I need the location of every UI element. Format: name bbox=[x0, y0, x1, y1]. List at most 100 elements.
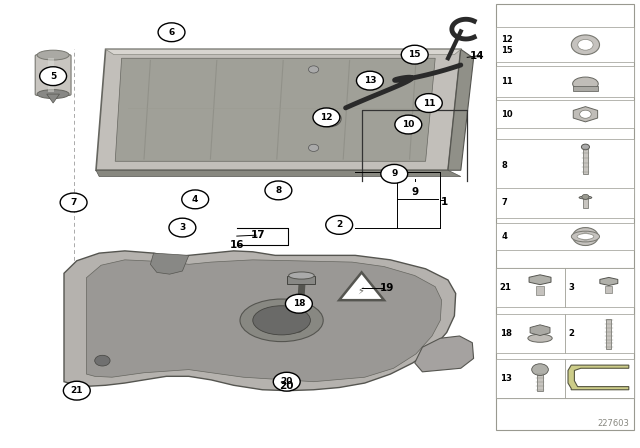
FancyBboxPatch shape bbox=[48, 58, 54, 92]
FancyBboxPatch shape bbox=[536, 286, 544, 295]
FancyBboxPatch shape bbox=[496, 268, 634, 398]
Circle shape bbox=[572, 35, 600, 55]
Text: 11: 11 bbox=[501, 77, 513, 86]
Circle shape bbox=[273, 372, 300, 391]
Circle shape bbox=[328, 217, 351, 233]
Circle shape bbox=[415, 94, 442, 112]
Text: 9: 9 bbox=[391, 169, 397, 178]
Text: 8: 8 bbox=[275, 186, 282, 195]
Text: 7: 7 bbox=[501, 198, 507, 207]
Text: 227603: 227603 bbox=[597, 419, 629, 428]
Text: 4: 4 bbox=[501, 232, 507, 241]
FancyBboxPatch shape bbox=[496, 27, 634, 62]
Circle shape bbox=[581, 144, 589, 150]
FancyBboxPatch shape bbox=[565, 314, 634, 353]
FancyBboxPatch shape bbox=[606, 319, 611, 349]
FancyBboxPatch shape bbox=[496, 100, 634, 128]
FancyBboxPatch shape bbox=[583, 198, 588, 208]
Text: 3: 3 bbox=[569, 283, 575, 292]
Polygon shape bbox=[415, 336, 474, 372]
Text: 10: 10 bbox=[402, 120, 415, 129]
FancyBboxPatch shape bbox=[496, 223, 634, 250]
Text: 13: 13 bbox=[500, 374, 512, 383]
Circle shape bbox=[285, 294, 312, 313]
Text: 9: 9 bbox=[411, 187, 419, 197]
Text: 1: 1 bbox=[441, 198, 449, 207]
Ellipse shape bbox=[240, 299, 323, 342]
Circle shape bbox=[318, 111, 341, 127]
Text: 3: 3 bbox=[179, 223, 186, 232]
Text: 6: 6 bbox=[168, 28, 175, 37]
Circle shape bbox=[324, 115, 335, 123]
Polygon shape bbox=[150, 253, 189, 274]
Ellipse shape bbox=[253, 306, 310, 335]
Circle shape bbox=[95, 355, 110, 366]
Text: 20: 20 bbox=[280, 377, 293, 386]
Ellipse shape bbox=[572, 231, 600, 242]
Polygon shape bbox=[106, 49, 461, 55]
Ellipse shape bbox=[528, 334, 552, 342]
Circle shape bbox=[182, 190, 209, 209]
Text: 15: 15 bbox=[408, 50, 421, 59]
Circle shape bbox=[63, 381, 90, 400]
Circle shape bbox=[580, 110, 591, 118]
Text: 8: 8 bbox=[501, 161, 507, 170]
Text: 12: 12 bbox=[320, 113, 333, 122]
FancyBboxPatch shape bbox=[496, 268, 565, 307]
Polygon shape bbox=[568, 365, 629, 390]
Circle shape bbox=[158, 23, 185, 42]
Circle shape bbox=[308, 144, 319, 151]
Circle shape bbox=[265, 181, 292, 200]
FancyBboxPatch shape bbox=[496, 314, 565, 353]
Circle shape bbox=[326, 215, 353, 234]
Text: 13: 13 bbox=[364, 76, 376, 85]
Circle shape bbox=[308, 66, 319, 73]
Circle shape bbox=[60, 193, 87, 212]
Polygon shape bbox=[64, 251, 456, 391]
FancyBboxPatch shape bbox=[583, 147, 588, 174]
FancyBboxPatch shape bbox=[565, 359, 634, 398]
Text: 4: 4 bbox=[192, 195, 198, 204]
Ellipse shape bbox=[579, 196, 592, 199]
Polygon shape bbox=[573, 107, 598, 122]
Circle shape bbox=[582, 194, 589, 199]
Circle shape bbox=[40, 67, 67, 86]
Polygon shape bbox=[287, 276, 315, 284]
Text: 20: 20 bbox=[280, 381, 294, 391]
Text: 19: 19 bbox=[380, 283, 394, 293]
Polygon shape bbox=[530, 325, 550, 336]
FancyBboxPatch shape bbox=[496, 4, 634, 430]
FancyBboxPatch shape bbox=[496, 188, 634, 218]
Text: 2: 2 bbox=[569, 329, 575, 338]
Text: 17: 17 bbox=[251, 230, 265, 240]
FancyBboxPatch shape bbox=[496, 139, 634, 193]
Circle shape bbox=[381, 164, 408, 183]
Circle shape bbox=[573, 228, 598, 246]
Circle shape bbox=[580, 233, 591, 240]
Circle shape bbox=[532, 364, 548, 375]
Ellipse shape bbox=[37, 50, 69, 60]
Ellipse shape bbox=[577, 234, 594, 240]
FancyBboxPatch shape bbox=[565, 268, 634, 307]
Polygon shape bbox=[86, 260, 442, 382]
FancyBboxPatch shape bbox=[573, 86, 598, 91]
FancyBboxPatch shape bbox=[35, 55, 71, 95]
Text: 14: 14 bbox=[470, 51, 484, 61]
Circle shape bbox=[169, 218, 196, 237]
Polygon shape bbox=[448, 49, 474, 170]
Ellipse shape bbox=[37, 90, 69, 99]
Polygon shape bbox=[339, 272, 384, 300]
FancyBboxPatch shape bbox=[496, 359, 565, 398]
FancyBboxPatch shape bbox=[605, 287, 612, 293]
Circle shape bbox=[401, 45, 428, 64]
Polygon shape bbox=[600, 277, 618, 285]
Ellipse shape bbox=[289, 272, 314, 279]
Text: 5: 5 bbox=[50, 72, 56, 81]
Circle shape bbox=[356, 71, 383, 90]
Text: 7: 7 bbox=[70, 198, 77, 207]
Text: 21: 21 bbox=[500, 283, 512, 292]
Polygon shape bbox=[529, 275, 551, 284]
FancyBboxPatch shape bbox=[496, 66, 634, 97]
Text: 2: 2 bbox=[336, 220, 342, 229]
Text: ⚡: ⚡ bbox=[358, 286, 364, 296]
